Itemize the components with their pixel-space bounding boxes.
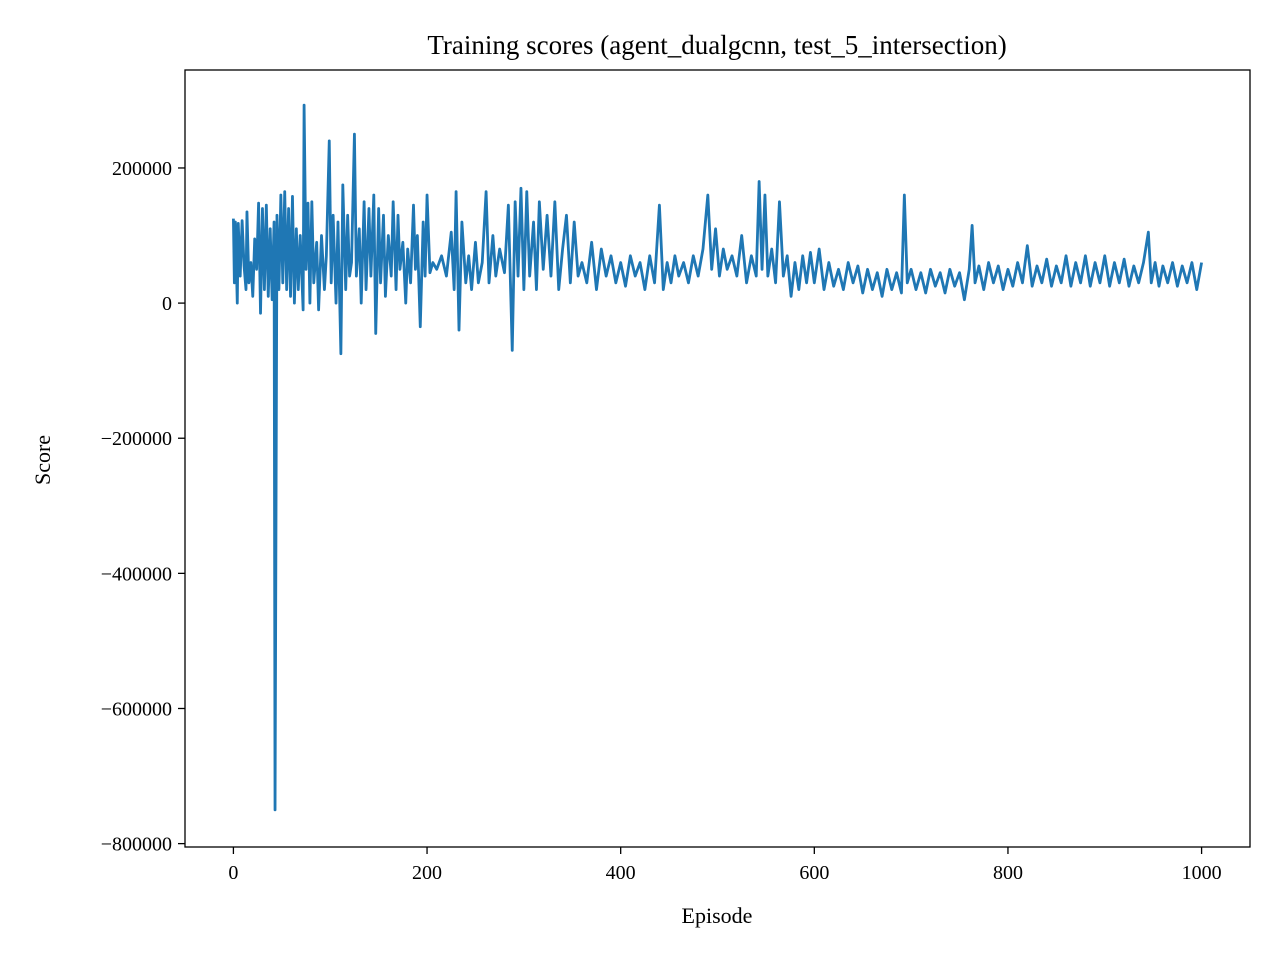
x-axis-ticks: 0 200 400 600 800 1000 — [228, 847, 1222, 884]
y-tick-label: −200000 — [101, 428, 172, 450]
y-tick-label: −400000 — [101, 563, 172, 585]
series-line — [232, 103, 1203, 812]
plot-frame — [184, 69, 1251, 848]
x-tick-label: 0 — [228, 862, 238, 884]
y-axis-ticks: 200000 0 −200000 −400000 −600000 −800000 — [101, 158, 185, 856]
x-axis-label: Episode — [682, 903, 753, 928]
y-tick-label: −600000 — [101, 698, 172, 720]
y-axis-label: Score — [30, 435, 55, 485]
y-tick-label: 200000 — [112, 158, 172, 180]
x-tick-label: 1000 — [1182, 862, 1222, 884]
y-tick-label: 0 — [162, 293, 172, 315]
x-tick-label: 400 — [606, 862, 636, 884]
chart-title: Training scores (agent_dualgcnn, test_5_… — [427, 30, 1006, 60]
x-tick-label: 600 — [799, 862, 829, 884]
x-tick-label: 800 — [993, 862, 1023, 884]
y-tick-label: −800000 — [101, 834, 172, 856]
series-layer — [232, 103, 1203, 812]
x-tick-label: 200 — [412, 862, 442, 884]
